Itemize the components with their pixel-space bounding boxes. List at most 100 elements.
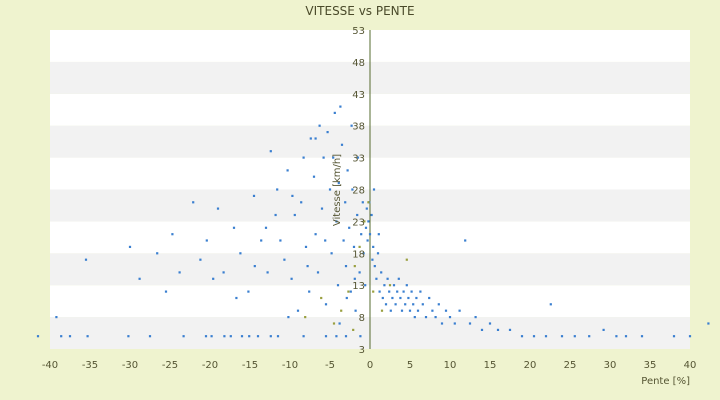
data-points — [36, 105, 710, 338]
data-point — [464, 239, 467, 242]
data-point — [532, 335, 536, 338]
data-point — [335, 220, 338, 223]
data-point — [410, 290, 413, 293]
data-point — [229, 335, 232, 338]
data-point — [296, 309, 300, 312]
data-point — [344, 335, 348, 338]
data-point — [264, 226, 268, 229]
data-point — [199, 258, 202, 261]
data-point — [86, 335, 89, 338]
data-point — [222, 271, 225, 274]
data-point — [388, 284, 392, 287]
data-point — [602, 328, 605, 331]
data-point — [380, 271, 383, 274]
y-tick-label: 23 — [352, 217, 365, 228]
data-point — [260, 239, 263, 242]
data-point — [408, 309, 412, 312]
data-point — [335, 335, 338, 338]
data-point — [216, 207, 220, 210]
data-point — [351, 188, 354, 191]
data-point — [358, 245, 361, 248]
data-point — [239, 252, 242, 255]
data-point — [349, 290, 352, 293]
data-point — [377, 233, 380, 236]
data-point — [204, 335, 208, 338]
y-tick-label: 8 — [359, 313, 365, 324]
data-point — [453, 322, 456, 325]
data-point — [361, 201, 364, 204]
chart-title: VITESSE vs PENTE — [305, 4, 414, 18]
data-point — [171, 233, 174, 236]
data-point — [302, 156, 305, 159]
data-point — [496, 328, 500, 331]
y-tick-label: 18 — [352, 249, 365, 260]
data-point — [316, 271, 320, 274]
x-tick-label: -5 — [325, 360, 335, 371]
data-point — [338, 322, 341, 325]
data-point — [419, 290, 422, 293]
data-point — [320, 296, 323, 300]
data-point — [314, 233, 317, 236]
data-point — [672, 335, 676, 338]
data-point — [320, 207, 324, 210]
data-point — [300, 201, 303, 204]
x-tick-label: 20 — [524, 360, 537, 371]
data-point — [364, 226, 368, 229]
data-point — [376, 252, 380, 255]
data-point — [240, 335, 244, 338]
data-point — [474, 316, 477, 319]
data-point — [342, 239, 345, 242]
data-point — [356, 213, 359, 217]
data-point — [392, 284, 396, 287]
x-tick-labels: -40 -35 -30 -25 -20 -15 -10 -5 0 5 10 15 20 25 30 35 40 — [42, 360, 697, 371]
data-point — [276, 188, 279, 191]
y-tick-label: 48 — [352, 58, 365, 69]
data-point — [324, 239, 327, 242]
data-point — [402, 290, 405, 293]
data-point — [318, 124, 321, 127]
data-point — [337, 182, 340, 185]
data-point — [302, 335, 305, 338]
data-point — [365, 207, 368, 210]
data-point — [421, 303, 424, 306]
data-point — [192, 201, 195, 204]
data-point — [286, 169, 289, 172]
data-point — [549, 303, 552, 306]
data-point — [373, 265, 376, 268]
data-point — [223, 335, 226, 338]
data-point — [448, 316, 452, 319]
data-point — [389, 309, 392, 312]
data-point — [434, 316, 437, 319]
data-point — [212, 277, 215, 280]
data-point — [384, 303, 388, 306]
data-point — [353, 265, 356, 268]
data-point — [404, 303, 407, 306]
data-point — [480, 328, 484, 331]
data-point — [306, 265, 309, 268]
x-tick-label: 40 — [684, 360, 697, 371]
data-point — [440, 322, 444, 325]
data-point — [363, 220, 366, 223]
data-point — [381, 296, 384, 300]
data-point — [707, 322, 710, 325]
data-point — [156, 252, 159, 255]
data-point — [339, 105, 342, 108]
y-tick-label: 28 — [352, 186, 365, 197]
data-point — [383, 284, 386, 287]
data-point — [248, 335, 251, 338]
x-tick-label: 15 — [484, 360, 497, 371]
data-point — [55, 316, 58, 319]
x-tick-label: 35 — [644, 360, 657, 371]
data-point — [380, 309, 384, 312]
data-point — [308, 290, 311, 293]
x-tick-label: -30 — [122, 360, 138, 371]
data-point — [375, 277, 378, 280]
data-point — [330, 252, 333, 255]
data-point — [400, 309, 404, 312]
data-point — [138, 277, 141, 280]
data-point — [205, 239, 208, 242]
y-tick-label: 53 — [352, 26, 365, 37]
data-point — [388, 290, 391, 293]
